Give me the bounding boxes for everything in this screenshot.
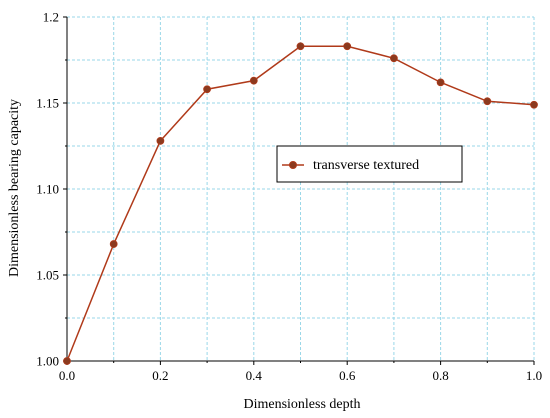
data-point [156, 136, 165, 145]
data-point [389, 54, 398, 63]
x-tick-label: 0.0 [59, 368, 75, 383]
legend-marker [289, 161, 297, 169]
data-point [530, 100, 538, 109]
x-tick-label: 0.2 [152, 368, 168, 383]
x-tick-label: 1.0 [526, 368, 542, 383]
series [63, 42, 538, 365]
legend: transverse textured [276, 145, 463, 183]
legend-label: transverse textured [313, 158, 419, 173]
data-point [296, 42, 305, 51]
data-point [203, 85, 212, 94]
y-tick-label: 1.10 [36, 182, 59, 197]
y-tick-label: 1.05 [36, 268, 59, 283]
data-point [63, 357, 71, 365]
data-point [343, 42, 352, 51]
data-point [483, 97, 492, 106]
data-point [249, 76, 258, 85]
grid [67, 16, 535, 361]
data-point [436, 78, 445, 87]
y-axis-title: Dimensionless bearing capacity [7, 99, 22, 277]
data-point [109, 240, 118, 248]
x-tick-label: 0.6 [339, 368, 356, 383]
legend-box [276, 145, 463, 183]
y-tick-label: 1.00 [36, 354, 59, 369]
x-tick-label: 0.8 [432, 368, 448, 383]
y-tick-label: 1.15 [36, 96, 59, 111]
x-axis-title: Dimensionless depth [243, 397, 360, 412]
x-tick-label: 0.4 [246, 368, 263, 383]
ticks: 0.0 0.2 0.4 0.6 0.8 1.0 1.00 1.05 1.10 1.15 1.2 [36, 10, 542, 384]
y-tick-label: 1.2 [43, 10, 59, 25]
